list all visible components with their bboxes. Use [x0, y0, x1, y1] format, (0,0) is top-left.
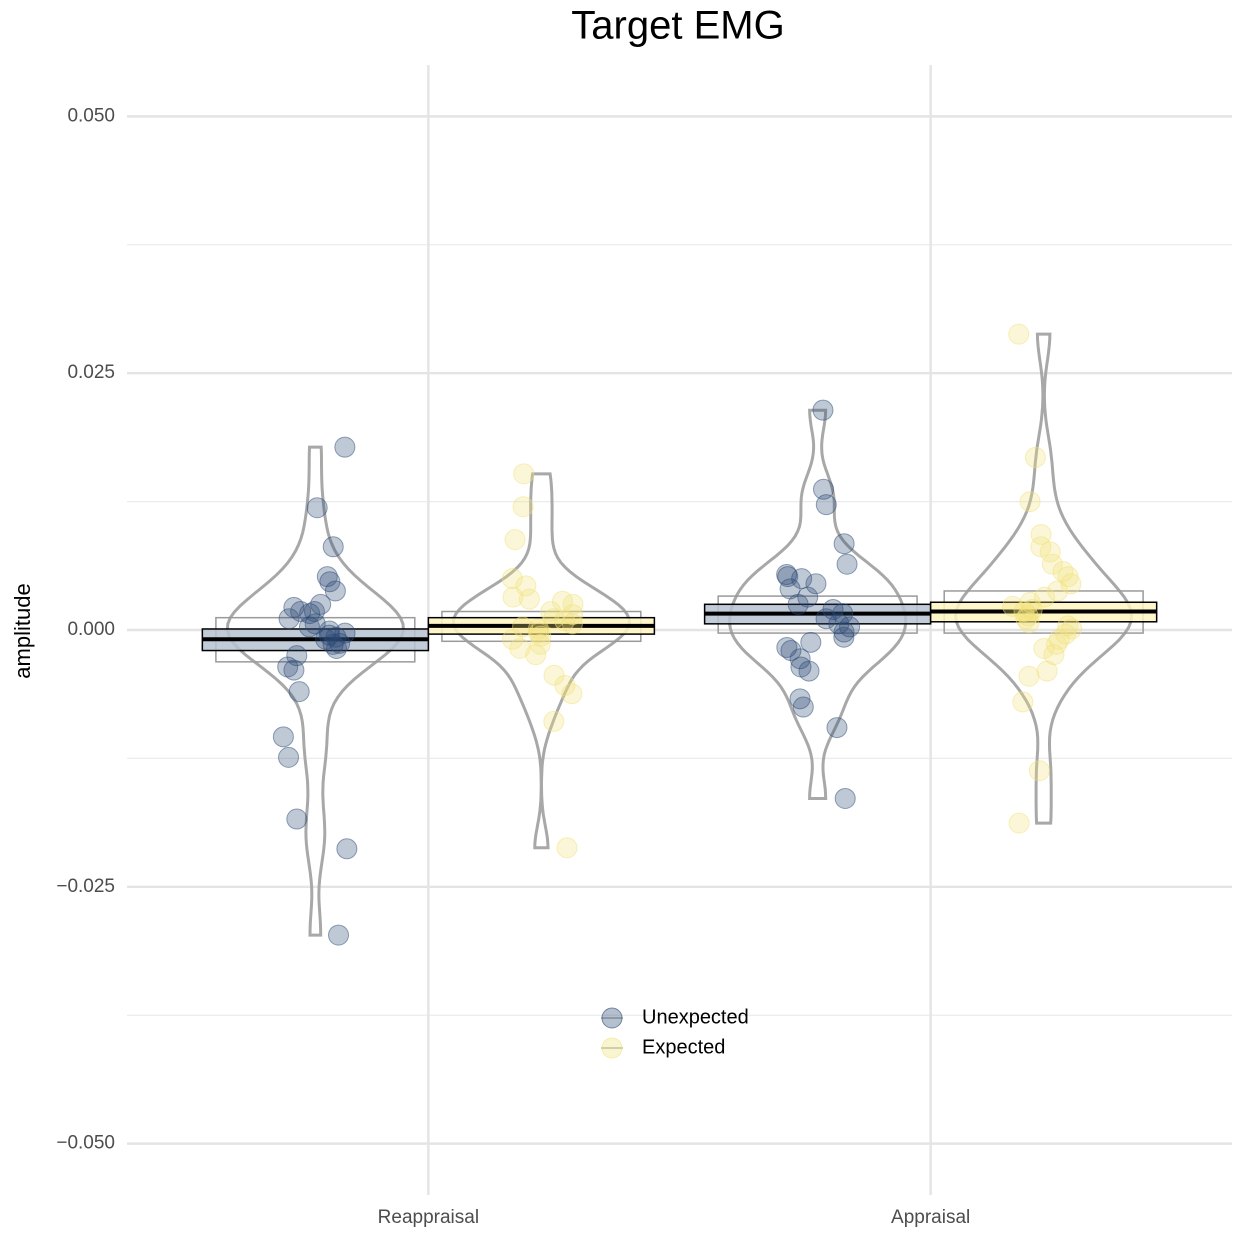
data-point — [501, 568, 523, 590]
data-point — [334, 436, 356, 458]
data-point — [833, 533, 855, 555]
data-point — [286, 808, 308, 830]
data-point — [789, 688, 811, 710]
y-tick-label: 0.000 — [67, 619, 115, 640]
data-point — [525, 644, 547, 666]
data-point — [1024, 446, 1046, 468]
data-point — [1018, 612, 1040, 634]
legend-swatch — [601, 1007, 623, 1029]
x-tick-label: Appraisal — [891, 1207, 970, 1228]
data-point — [1030, 523, 1052, 545]
data-point — [298, 616, 320, 638]
data-point — [1041, 553, 1063, 575]
data-point — [1057, 615, 1079, 637]
data-point — [513, 463, 535, 485]
chart-title: Target EMG — [571, 4, 784, 48]
data-point — [529, 633, 551, 655]
data-point — [833, 626, 855, 648]
data-point — [1018, 665, 1040, 687]
data-point — [283, 659, 305, 681]
data-point — [1046, 633, 1068, 655]
data-point — [798, 660, 820, 682]
data-point — [322, 536, 344, 558]
data-point — [833, 621, 855, 643]
data-point — [272, 726, 294, 748]
data-point — [324, 580, 346, 602]
data-point — [283, 596, 305, 618]
data-point — [1008, 812, 1030, 834]
data-point — [800, 631, 822, 653]
data-point — [556, 837, 578, 859]
y-tick-label: 0.025 — [67, 362, 115, 383]
data-point — [789, 648, 811, 670]
data-point — [815, 494, 837, 516]
data-point — [1047, 580, 1069, 602]
data-point — [504, 529, 526, 551]
data-point — [1060, 573, 1082, 595]
data-point — [1019, 491, 1041, 513]
data-point — [518, 588, 540, 610]
data-point — [326, 637, 348, 659]
data-point — [561, 683, 583, 705]
data-point — [322, 633, 344, 655]
violin — [451, 472, 631, 850]
data-point — [1030, 536, 1052, 558]
y-tick-label: 0.050 — [67, 105, 115, 126]
data-point — [812, 478, 834, 500]
data-point — [528, 622, 550, 644]
data-point — [502, 586, 524, 608]
y-tick-label: −0.050 — [56, 1133, 115, 1154]
data-point — [1015, 608, 1037, 630]
data-point — [310, 593, 332, 615]
violin — [954, 332, 1134, 825]
data-point — [288, 681, 310, 703]
data-point — [1028, 760, 1050, 782]
data-point — [1043, 644, 1065, 666]
data-point — [787, 593, 809, 615]
data-point — [278, 746, 300, 768]
data-point — [805, 573, 827, 595]
legend-swatch — [601, 1037, 623, 1059]
data-point — [780, 640, 802, 662]
data-point — [328, 924, 350, 946]
data-point — [815, 608, 837, 630]
violin — [728, 408, 908, 800]
data-point — [1017, 605, 1039, 627]
data-point — [1013, 601, 1035, 623]
y-tick-label: −0.025 — [56, 876, 115, 897]
data-point — [1008, 323, 1030, 345]
data-point — [812, 399, 834, 421]
data-point — [826, 717, 848, 739]
data-point — [836, 553, 858, 575]
data-point — [1012, 691, 1034, 713]
violin — [225, 445, 405, 937]
data-point — [554, 674, 576, 696]
data-point — [834, 787, 856, 809]
data-point — [278, 608, 300, 630]
legend-label: Expected — [642, 1036, 725, 1058]
data-point — [792, 696, 814, 718]
data-point — [1033, 637, 1055, 659]
x-tick-label: Reappraisal — [378, 1207, 479, 1228]
data-point — [561, 613, 583, 635]
legend-label: Unexpected — [642, 1006, 749, 1028]
data-point — [543, 710, 565, 732]
data-point — [1036, 660, 1058, 682]
y-axis-label: amplitude — [10, 583, 35, 678]
data-point — [277, 656, 299, 678]
data-point — [509, 637, 531, 659]
data-point — [512, 496, 534, 518]
data-point — [336, 838, 358, 860]
data-point — [306, 497, 328, 519]
